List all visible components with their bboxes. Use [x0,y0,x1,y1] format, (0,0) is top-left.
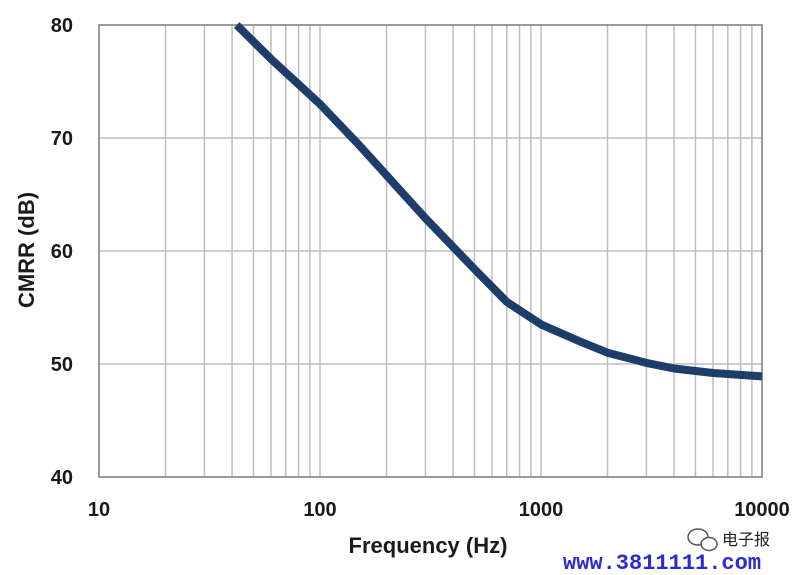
wechat-icon [687,528,718,552]
y-tick-label: 80 [51,15,73,37]
series-line [233,22,763,381]
x-tick-label: 10000 [734,499,790,521]
x-tick-label: 10 [88,499,110,521]
x-tick-labels: 10 100 1000 10000 [88,499,790,521]
grid [99,25,762,477]
watermark-site: www.3811111.com [563,551,761,575]
y-tick-label: 50 [51,354,73,376]
y-tick-labels: 40 50 60 70 80 [51,15,73,489]
x-axis-title: Frequency (Hz) [349,533,508,558]
watermark: 电子报 www.3811111.com [563,528,770,575]
x-tick-label: 100 [303,499,336,521]
series-layer [233,22,763,381]
y-tick-label: 60 [51,241,73,263]
y-tick-label: 40 [51,467,73,489]
watermark-brand: 电子报 [722,530,770,549]
x-tick-label: 1000 [519,499,564,521]
plot-frame [98,24,763,478]
y-tick-label: 70 [51,128,73,150]
y-axis-title: CMRR (dB) [14,192,39,308]
